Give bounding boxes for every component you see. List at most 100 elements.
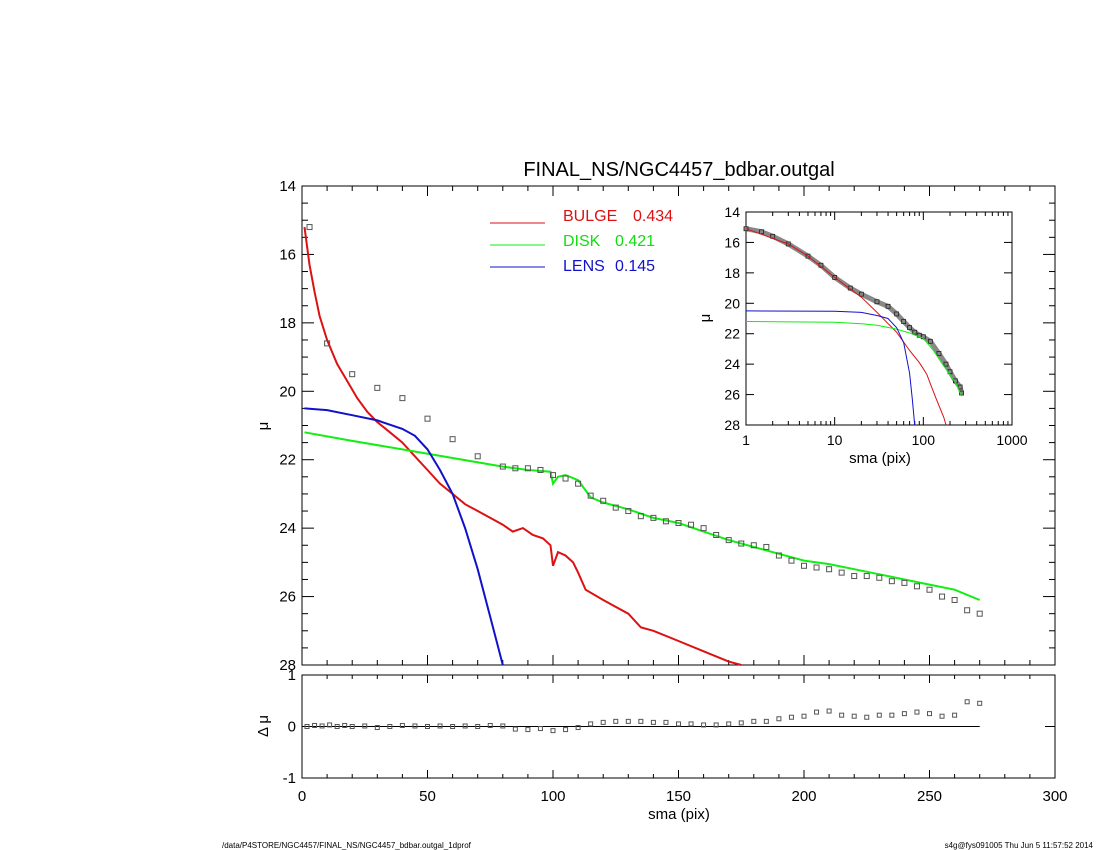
inset-data-point xyxy=(927,338,933,344)
residual-data-point xyxy=(663,719,669,725)
residual-data-point xyxy=(525,727,531,733)
residual-data-point xyxy=(876,712,882,718)
residual-data-point xyxy=(334,724,340,729)
main-data-point xyxy=(349,371,356,378)
residual-data-point xyxy=(814,709,820,715)
inset-data-point xyxy=(785,241,791,247)
inset-x-axis-label: sma (pix) xyxy=(849,450,911,467)
main-data-point xyxy=(763,543,770,550)
main-data-point xyxy=(449,436,456,443)
residual-data-point xyxy=(801,713,807,719)
main-data-point xyxy=(675,520,682,527)
main-data-point xyxy=(976,610,983,617)
residual-data-point xyxy=(327,722,333,728)
main-data-point xyxy=(964,607,971,614)
legend-label-bulge: BULGE xyxy=(563,208,617,225)
main-data-point xyxy=(625,508,632,515)
inset-x-tick-label: 1000 xyxy=(996,432,1027,448)
inset-data-point xyxy=(907,325,912,331)
residual-y-tick-label: -1 xyxy=(283,770,296,787)
main-data-point xyxy=(926,586,933,593)
main-data-point xyxy=(662,518,669,525)
main-data-point xyxy=(562,475,569,482)
inset-data-point xyxy=(805,253,811,259)
inset-y-tick-label: 14 xyxy=(724,204,740,220)
legend-value-lens: 0.145 xyxy=(615,258,655,275)
inset-data-point xyxy=(743,226,749,232)
main-data-point xyxy=(306,224,313,231)
inset-data-point xyxy=(901,319,907,324)
main-series-bulge xyxy=(303,226,742,666)
inset-data-point xyxy=(759,229,765,235)
main-data-point xyxy=(474,453,481,460)
residual-data-point xyxy=(713,722,719,728)
main-data-point xyxy=(801,562,807,569)
main-series-group xyxy=(303,224,983,666)
residual-data-point xyxy=(304,724,310,729)
residual-data-point xyxy=(342,722,348,728)
main-data-point xyxy=(700,525,707,532)
residual-data-point xyxy=(475,724,481,729)
residual-data-point xyxy=(889,712,895,718)
main-data-point xyxy=(374,384,381,391)
residual-data-point xyxy=(650,719,656,725)
main-data-point xyxy=(688,521,695,528)
legend-label-lens: LENS xyxy=(563,258,605,275)
residual-data-point xyxy=(600,719,606,725)
residual-data-point xyxy=(914,709,920,715)
main-y-tick-label: 28 xyxy=(279,657,296,674)
residual-x-tick-label: 50 xyxy=(419,788,436,805)
residual-data-point xyxy=(763,718,769,724)
inset-series-disk xyxy=(745,321,963,397)
residual-x-tick-label: 250 xyxy=(917,788,942,805)
inset-x-tick-label: 1 xyxy=(742,432,750,448)
main-data-point xyxy=(550,472,556,479)
main-data-point xyxy=(826,566,833,573)
inset-series-group xyxy=(743,226,965,426)
main-data-point xyxy=(424,415,431,422)
legend: BULGE 0.434 DISK 0.421 LENS 0.145 xyxy=(490,208,673,275)
main-data-point xyxy=(587,492,594,499)
inset-y-axis-label: μ xyxy=(697,314,714,323)
residual-data-point xyxy=(952,712,958,718)
residual-data-point xyxy=(939,713,945,719)
residual-x-axis-label: sma (pix) xyxy=(648,806,710,823)
legend-value-disk: 0.421 xyxy=(615,233,655,250)
residual-data-point xyxy=(550,728,556,734)
residual-data-point xyxy=(726,721,732,727)
residual-x-tick-label: 300 xyxy=(1042,788,1067,805)
residual-data-point xyxy=(839,712,845,718)
footer-file-path: /data/P4STORE/NGC4457/FINAL_NS/NGC4457_b… xyxy=(222,841,472,850)
main-data-point xyxy=(512,465,519,472)
main-data-point xyxy=(738,540,745,547)
residual-data-point xyxy=(638,718,644,724)
footer-timestamp: s4g@fys091005 Thu Jun 5 11:57:52 2014 xyxy=(945,841,1094,850)
inset-y-tick-label: 20 xyxy=(724,295,740,311)
main-data-point xyxy=(951,596,958,603)
residual-axis-ticks: 0 50 100 150 200 250 300-101 xyxy=(283,667,1068,805)
residual-data-point xyxy=(701,722,707,728)
residual-data-point xyxy=(487,722,493,728)
main-y-tick-label: 18 xyxy=(279,315,296,332)
main-data-point xyxy=(876,574,883,581)
residual-data-point xyxy=(412,723,418,729)
main-data-point xyxy=(612,504,619,511)
residual-data-point xyxy=(738,720,744,726)
main-y-tick-label: 22 xyxy=(279,452,296,469)
inset-data-point xyxy=(885,303,891,309)
main-data-point xyxy=(775,552,782,559)
residual-data-point xyxy=(374,725,380,731)
residual-data-point xyxy=(977,700,983,706)
main-data-point xyxy=(813,564,820,571)
main-y-tick-label: 14 xyxy=(279,178,296,195)
inset-data-point xyxy=(894,311,900,317)
main-data-point xyxy=(499,463,506,470)
inset-x-tick-label: 100 xyxy=(912,432,936,448)
main-data-point xyxy=(939,593,946,600)
inset-data-point xyxy=(943,361,949,367)
residual-data-point xyxy=(688,721,694,727)
residual-data-point xyxy=(575,725,581,731)
inset-series-bulge xyxy=(745,228,947,426)
residual-y-tick-label: 0 xyxy=(288,719,296,736)
legend-label-disk: DISK xyxy=(563,233,601,250)
